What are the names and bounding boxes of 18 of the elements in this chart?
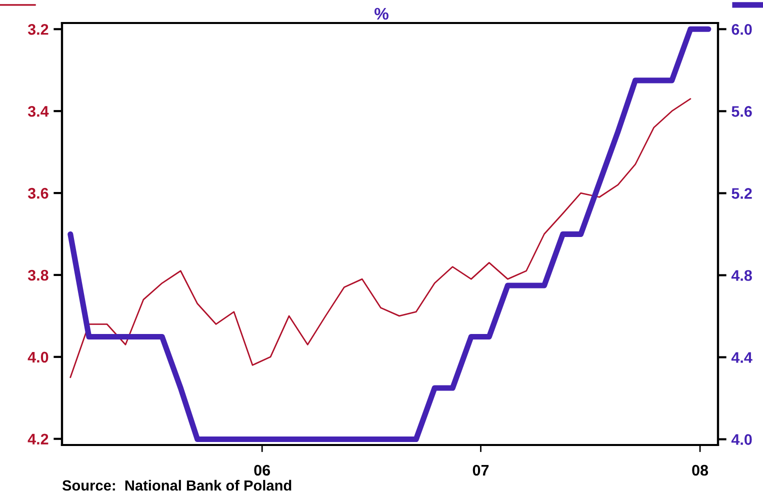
y-tick-label: 3.4: [28, 106, 49, 117]
y2-tick-label: 4.0: [731, 434, 752, 445]
chart-title: %: [374, 8, 388, 20]
y-tick-label: 3.2: [28, 24, 48, 35]
line-series: [70, 98, 692, 378]
y-tick-label: 3.6: [28, 188, 48, 199]
y-tick-label: 4.2: [28, 434, 48, 444]
y2-tick-label: 5.2: [732, 188, 752, 199]
y2-tick-label: 4.8: [731, 270, 752, 281]
y2-tick-label: 6.0: [732, 24, 752, 35]
y2-tick-label: 4.4: [731, 352, 752, 363]
x-tick-label: 06: [254, 464, 270, 476]
y-tick-label: 4.0: [28, 352, 48, 363]
source-note: Source: National Bank of Poland: [62, 480, 292, 491]
x-tick-label: 07: [472, 464, 489, 476]
y2-tick-label: 5.6: [732, 106, 752, 117]
y-tick-label: 3.8: [28, 270, 48, 281]
x-tick-label: 08: [692, 464, 708, 476]
